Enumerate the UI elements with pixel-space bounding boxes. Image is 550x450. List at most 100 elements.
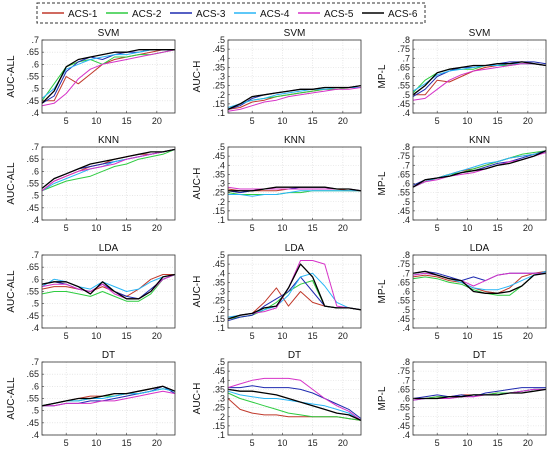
y-tick-label: .4 <box>31 108 39 118</box>
x-tick-label: 10 <box>462 331 472 341</box>
y-tick-label: .65 <box>26 369 39 379</box>
x-tick-label: 15 <box>122 331 132 341</box>
y-axis-label: AUC-H <box>192 168 203 200</box>
y-axis-label: AUC-ALL <box>6 162 17 205</box>
y-tick-label: .55 <box>26 394 39 404</box>
y-tick-label: .75 <box>397 44 410 54</box>
y-tick-label: .25 <box>212 296 225 306</box>
y-tick-label: .8 <box>402 35 410 45</box>
legend-box <box>36 2 426 24</box>
x-tick-label: 5 <box>435 331 440 341</box>
series-line-acs-2 <box>41 148 176 192</box>
x-tick-label: 20 <box>152 331 162 341</box>
x-tick-label: 10 <box>462 116 472 126</box>
y-tick-label: .15 <box>212 99 225 109</box>
y-tick-label: .5 <box>217 142 225 152</box>
x-tick-label: 5 <box>250 223 255 233</box>
x-tick-label: 10 <box>91 331 101 341</box>
x-tick-label: 20 <box>338 223 348 233</box>
y-tick-label: .8 <box>402 142 410 152</box>
subplot: .1.15.2.25.3.35.4.45.5 5 10 15 20 KNN AUC-H <box>192 135 362 233</box>
y-axis-label: AUC-H <box>192 276 203 308</box>
x-tick-label: 20 <box>523 331 533 341</box>
x-tick-label: 10 <box>277 331 287 341</box>
series-line-acs-6 <box>412 150 547 188</box>
subplot: .4 .45 .5 .55 .6 .65 .7 5 10 15 20 LDA AUC-ALL <box>6 243 176 341</box>
x-tick-label: 20 <box>152 223 162 233</box>
y-tick-label: .2 <box>217 90 225 100</box>
y-tick-label: .4 <box>217 375 225 385</box>
y-tick-label: .4 <box>217 53 225 63</box>
y-axis-label: AUC-H <box>192 383 203 415</box>
y-tick-label: .5 <box>402 412 410 422</box>
y-tick-label: .5 <box>31 406 39 416</box>
y-tick-label: .5 <box>402 197 410 207</box>
y-tick-label: .8 <box>402 250 410 260</box>
x-tick-label: 10 <box>277 116 287 126</box>
series-line-acs-6 <box>41 273 176 300</box>
y-tick-label: .5 <box>217 250 225 260</box>
y-tick-label: .65 <box>397 62 410 72</box>
y-tick-label: .55 <box>397 81 410 91</box>
subplot-title: SVM <box>284 28 306 39</box>
legend-entry: ACS-4 <box>260 9 290 20</box>
y-tick-label: .15 <box>212 206 225 216</box>
y-tick-label: .7 <box>31 357 39 367</box>
x-tick-label: 5 <box>64 438 69 448</box>
y-tick-label: .55 <box>26 287 39 297</box>
x-tick-label: 10 <box>462 438 472 448</box>
y-tick-label: .75 <box>397 366 410 376</box>
subplot: .4.45.5.55.6.65.7.75.8 5 10 15 20 LDA MP-L <box>377 243 547 341</box>
y-tick-label: .7 <box>31 35 39 45</box>
y-tick-label: .75 <box>397 151 410 161</box>
y-tick-label: .6 <box>31 59 39 69</box>
y-tick-label: .7 <box>402 375 410 385</box>
x-tick-label: 5 <box>64 331 69 341</box>
y-tick-label: .45 <box>397 99 410 109</box>
y-tick-label: .25 <box>212 403 225 413</box>
y-tick-label: .45 <box>212 259 225 269</box>
y-tick-label: .35 <box>212 169 225 179</box>
legend: ACS-1 ACS-2 ACS-3 ACS-4 ACS-5 ACS-6 <box>36 2 426 24</box>
y-tick-label: .65 <box>397 277 410 287</box>
y-tick-label: .8 <box>402 357 410 367</box>
series-line-acs-2 <box>41 274 176 302</box>
y-tick-label: .45 <box>397 314 410 324</box>
y-tick-label: .7 <box>31 250 39 260</box>
y-tick-label: .35 <box>212 62 225 72</box>
series-line-acs-5 <box>41 49 176 107</box>
y-tick-label: .65 <box>397 384 410 394</box>
legend-entry: ACS-2 <box>132 9 162 20</box>
y-axis-label: MP-L <box>377 171 388 195</box>
y-axis-label: MP-L <box>377 386 388 410</box>
x-tick-label: 10 <box>91 116 101 126</box>
x-tick-label: 10 <box>277 223 287 233</box>
x-tick-label: 15 <box>493 223 503 233</box>
x-tick-label: 15 <box>493 116 503 126</box>
y-tick-label: .45 <box>212 44 225 54</box>
y-tick-label: .1 <box>217 215 225 225</box>
series-line-acs-6 <box>227 388 362 421</box>
y-tick-label: .6 <box>31 381 39 391</box>
x-tick-label: 15 <box>122 116 132 126</box>
x-tick-label: 15 <box>308 438 318 448</box>
y-tick-label: .1 <box>217 430 225 440</box>
y-tick-label: .4 <box>31 430 39 440</box>
y-tick-label: .5 <box>31 299 39 309</box>
y-tick-label: .6 <box>31 274 39 284</box>
y-tick-label: .5 <box>31 84 39 94</box>
series-line-acs-4 <box>227 390 362 421</box>
series-line-acs-5 <box>41 148 176 192</box>
series-line-acs-4 <box>228 190 361 197</box>
series-line-acs-6 <box>412 61 547 96</box>
y-tick-label: .45 <box>26 311 39 321</box>
legend-entry: ACS-6 <box>388 9 418 20</box>
y-tick-label: .55 <box>26 72 39 82</box>
y-tick-label: .4 <box>217 268 225 278</box>
y-tick-label: .4 <box>402 430 410 440</box>
subplot-title: KNN <box>469 135 490 146</box>
x-tick-label: 15 <box>308 331 318 341</box>
y-axis-label: AUC-ALL <box>6 270 17 313</box>
y-tick-label: .45 <box>26 203 39 213</box>
x-tick-label: 20 <box>338 438 348 448</box>
